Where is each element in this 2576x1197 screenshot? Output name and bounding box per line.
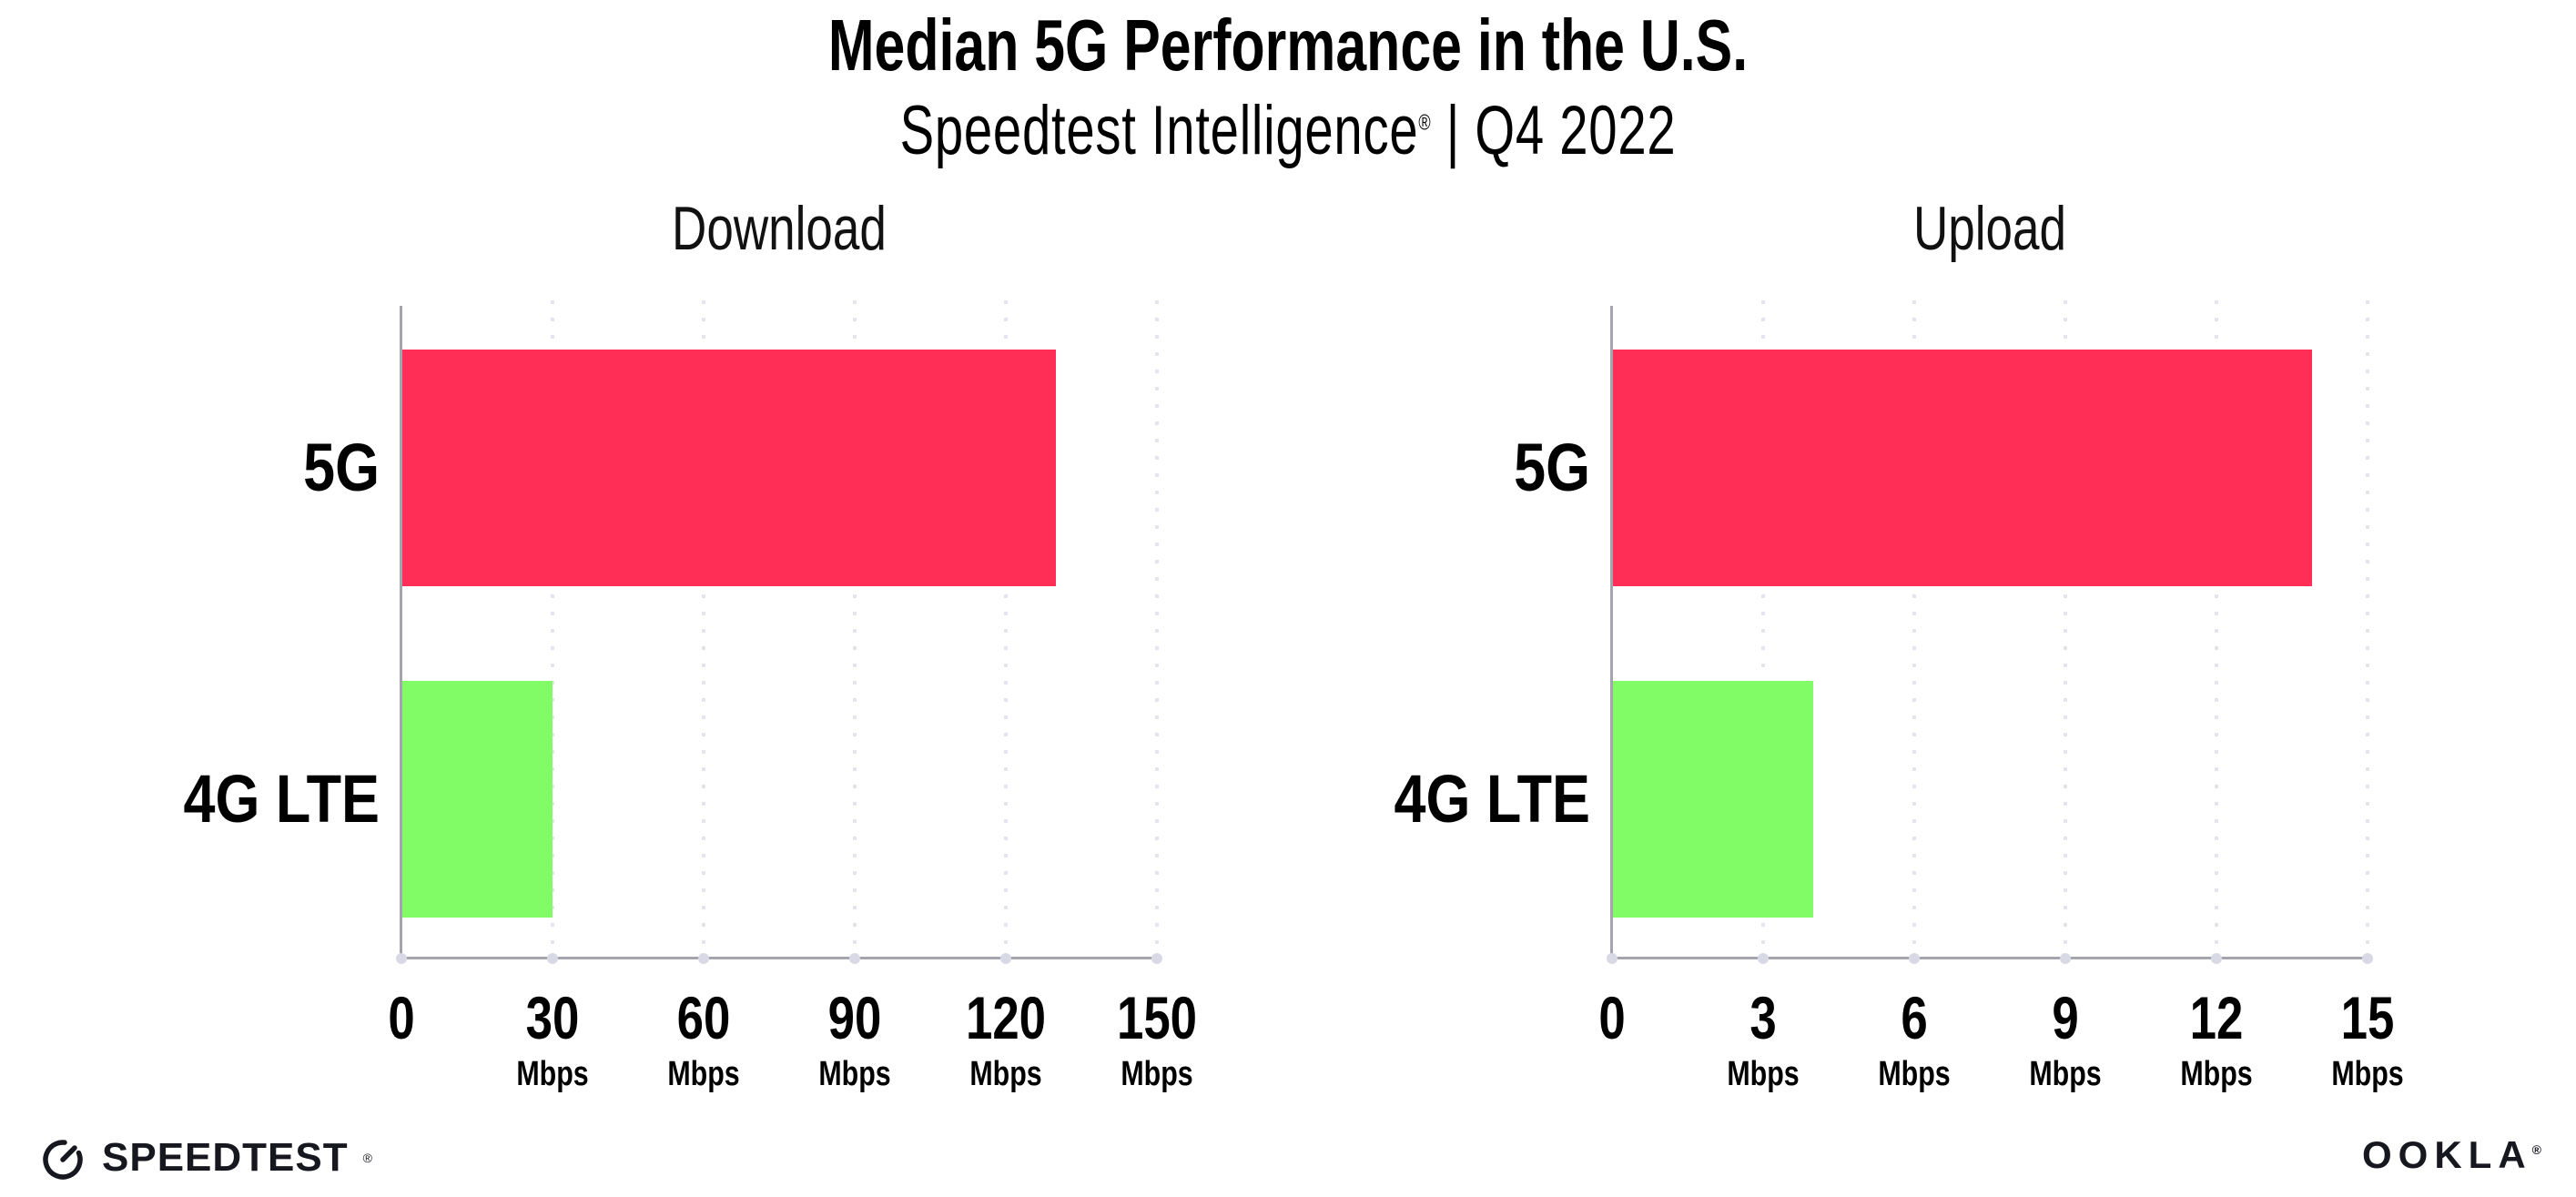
bar-5g — [1612, 350, 2313, 586]
axis-tick-dot — [1607, 953, 1618, 964]
tick-number: 12 — [2189, 984, 2244, 1051]
speedtest-wordmark: SPEEDTEST — [102, 1135, 349, 1180]
tick-unit: Mbps — [2029, 1055, 2102, 1094]
x-tick-label: 150 Mbps — [1057, 984, 1257, 1094]
tick-unit: Mbps — [2180, 1055, 2253, 1094]
subtitle-period: | Q4 2022 — [1431, 92, 1677, 169]
x-tick-label: 6 Mbps — [1814, 984, 2014, 1094]
x-tick-label: 9 Mbps — [1965, 984, 2165, 1094]
category-label-5g: 5G — [303, 430, 380, 505]
tick-number: 15 — [2340, 984, 2395, 1051]
upload-chart: Upload 5G 4G LTE 0 3 Mbps 6 Mbps 9 Mbps 12 Mbps 15 M… — [1394, 194, 2404, 1092]
tick-unit: Mbps — [516, 1055, 589, 1094]
x-tick-label: 0 — [1512, 984, 1712, 1051]
tick-unit: Mbps — [969, 1055, 1042, 1094]
tick-number: 120 — [965, 984, 1047, 1051]
gridline-60 — [702, 300, 705, 958]
tick-number: 6 — [1901, 984, 1928, 1051]
x-tick-label: 15 Mbps — [2267, 984, 2468, 1094]
tick-number: 3 — [1749, 984, 1777, 1051]
tick-number: 9 — [2052, 984, 2079, 1051]
axis-tick-dot — [1909, 953, 1920, 964]
x-tick-label: 0 — [301, 984, 502, 1051]
tick-number: 60 — [676, 984, 731, 1051]
axis-tick-dot — [396, 953, 407, 964]
tick-number: 0 — [388, 984, 415, 1051]
gridline-90 — [853, 300, 857, 958]
bar-4g-lte — [401, 681, 553, 918]
upload-chart-title: Upload — [1912, 194, 2067, 263]
registered-trademark-icon: ® — [1418, 110, 1432, 136]
tick-unit: Mbps — [818, 1055, 891, 1094]
bar-5g — [401, 350, 1057, 586]
gridline-30 — [551, 300, 554, 958]
y-axis-line — [1610, 306, 1613, 959]
x-axis-line — [1610, 957, 2371, 959]
gridline-150 — [1155, 300, 1159, 958]
category-label-5g: 5G — [1514, 430, 1590, 505]
tick-number: 30 — [525, 984, 580, 1051]
tick-number: 0 — [1598, 984, 1626, 1051]
ookla-registered-icon: ® — [2531, 1142, 2541, 1157]
axis-tick-dot — [2211, 953, 2222, 964]
tick-number: 150 — [1116, 984, 1198, 1051]
x-tick-label: 120 Mbps — [906, 984, 1106, 1094]
tick-unit: Mbps — [1727, 1055, 1800, 1094]
x-tick-label: 12 Mbps — [2116, 984, 2317, 1094]
tick-unit: Mbps — [667, 1055, 740, 1094]
ookla-wordmark: OOKLA — [2362, 1133, 2532, 1176]
ookla-logo: OOKLA® — [2362, 1133, 2541, 1177]
gridline-15 — [2366, 300, 2369, 958]
y-axis-line — [400, 306, 402, 959]
subtitle-brand: Speedtest Intelligence — [899, 92, 1419, 169]
gridline-9 — [2064, 300, 2067, 958]
axis-tick-dot — [1758, 953, 1769, 964]
axis-tick-dot — [849, 953, 860, 964]
gridline-3 — [1761, 300, 1765, 958]
axis-tick-dot — [2362, 953, 2373, 964]
gridline-6 — [1912, 300, 1916, 958]
axis-tick-dot — [2060, 953, 2071, 964]
x-axis-line — [400, 957, 1161, 959]
axis-tick-dot — [547, 953, 558, 964]
category-label-4g-lte: 4G LTE — [183, 761, 380, 837]
tick-unit: Mbps — [1121, 1055, 1193, 1094]
download-chart: Download 5G 4G LTE 0 30 Mbps 60 Mbps 90 Mbps 120 M… — [183, 194, 1197, 1092]
speedtest-logo: SPEEDTEST ® — [38, 1133, 372, 1182]
bar-4g-lte — [1612, 681, 1814, 918]
subtitle: Speedtest Intelligence® | Q4 2022 — [335, 91, 2241, 170]
download-chart-title: Download — [672, 194, 887, 263]
x-tick-label: 3 Mbps — [1663, 984, 1863, 1094]
page-title: Median 5G Performance in the U.S. — [827, 5, 1749, 86]
axis-tick-dot — [1000, 953, 1011, 964]
axis-tick-dot — [698, 953, 709, 964]
axis-tick-dot — [1151, 953, 1162, 964]
x-tick-label: 90 Mbps — [755, 984, 955, 1094]
gridline-120 — [1004, 300, 1008, 958]
upload-plot-area: 5G 4G LTE 0 3 Mbps 6 Mbps 9 Mbps 12 Mbps 15 Mbps — [1394, 300, 2404, 1092]
x-tick-label: 60 Mbps — [603, 984, 804, 1094]
speedtest-registered-icon: ® — [362, 1151, 372, 1165]
download-plot-area: 5G 4G LTE 0 30 Mbps 60 Mbps 90 Mbps 120 Mbps 150 Mbp… — [183, 300, 1197, 1092]
tick-unit: Mbps — [1878, 1055, 1951, 1094]
category-label-4g-lte: 4G LTE — [1394, 761, 1590, 837]
tick-number: 90 — [827, 984, 882, 1051]
gridline-12 — [2215, 300, 2218, 958]
tick-unit: Mbps — [2331, 1055, 2404, 1094]
x-tick-label: 30 Mbps — [452, 984, 653, 1094]
speedtest-gauge-icon — [43, 1140, 83, 1180]
